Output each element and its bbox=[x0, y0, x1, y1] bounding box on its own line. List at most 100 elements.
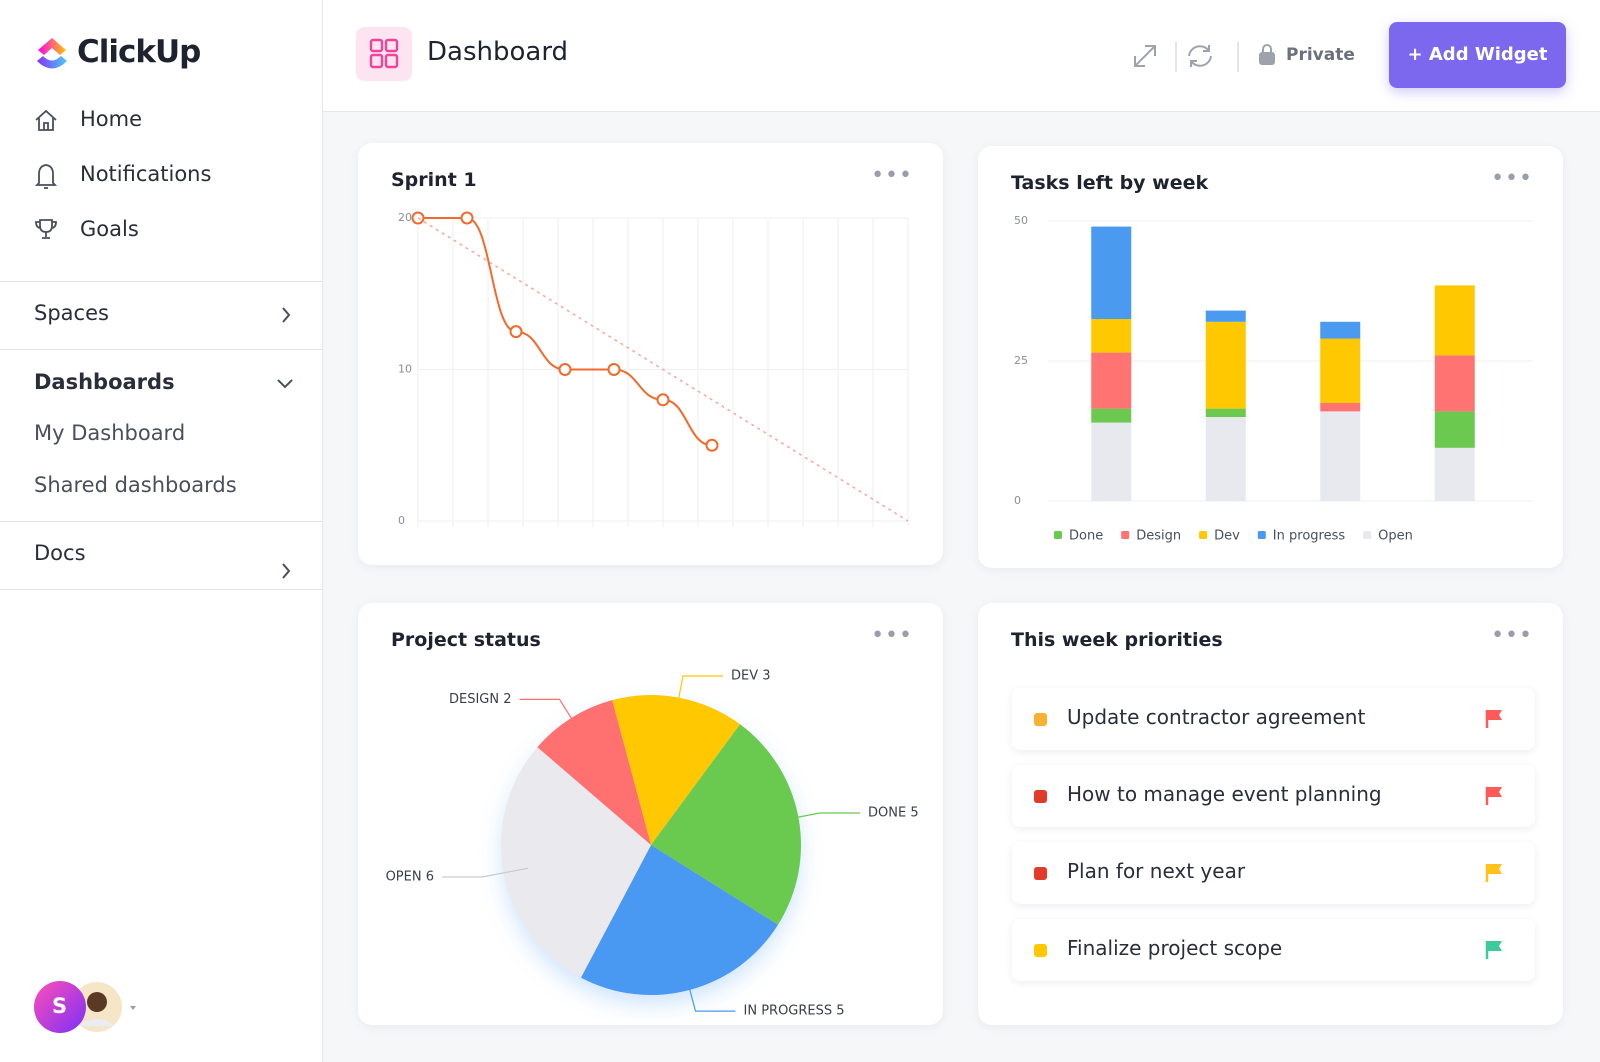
slice-label: DESIGN 2 bbox=[449, 692, 512, 707]
y-tick-label: 0 bbox=[1014, 494, 1021, 507]
card-menu[interactable]: ••• bbox=[871, 623, 913, 648]
bar-segment bbox=[1091, 226, 1132, 319]
add-widget-button[interactable]: + Add Widget bbox=[1389, 22, 1566, 88]
nav-item[interactable]: Notifications bbox=[80, 162, 212, 186]
priorities-card: This week priorities ••• Update contract… bbox=[978, 603, 1563, 1025]
bar-segment bbox=[1434, 285, 1475, 356]
legend-label: Open bbox=[1378, 529, 1413, 544]
priority-flag bbox=[1485, 864, 1502, 882]
leader-line bbox=[773, 812, 861, 823]
chart: 0 10 20 bbox=[398, 211, 909, 527]
bar-segment bbox=[1434, 447, 1475, 501]
card-title: Tasks left by week bbox=[1011, 172, 1209, 194]
pie bbox=[501, 695, 801, 995]
bar-segment bbox=[1091, 408, 1132, 423]
pie-slice bbox=[537, 700, 651, 845]
legend-label: In progress bbox=[1273, 529, 1346, 544]
bar-segment bbox=[1205, 321, 1246, 409]
priority-text: Finalize project scope bbox=[1067, 936, 1283, 960]
tasks-card: 0 25 50 Done Design Dev In progress Open Tasks … bbox=[978, 146, 1563, 568]
logo-text: ClickUp bbox=[77, 34, 201, 70]
card-title: This week priorities bbox=[1011, 629, 1223, 651]
legend-label: Design bbox=[1136, 529, 1181, 544]
bar-segment bbox=[1434, 411, 1475, 448]
point bbox=[509, 325, 523, 339]
pie-slice bbox=[612, 695, 741, 845]
y-tick-label: 0 bbox=[398, 514, 405, 527]
bar-segment bbox=[1320, 338, 1361, 403]
card-menu[interactable]: ••• bbox=[1491, 166, 1533, 191]
pie-slice bbox=[651, 724, 801, 925]
y-tick-label: 25 bbox=[1014, 354, 1028, 367]
series-line bbox=[417, 217, 713, 447]
card-menu[interactable]: ••• bbox=[1491, 623, 1533, 648]
point bbox=[705, 438, 719, 452]
spaces-section[interactable]: Spaces bbox=[34, 301, 109, 325]
project-card: DEV 3 DONE 5 IN PROGRESS 5 OPEN 6 DESIGN 2 P… bbox=[358, 603, 943, 1025]
bar-segment bbox=[1091, 422, 1132, 501]
avatar-initial: S bbox=[52, 994, 68, 1018]
pie-slice bbox=[580, 845, 779, 995]
card-title: Sprint 1 bbox=[391, 169, 477, 191]
bar-segment bbox=[1205, 417, 1246, 501]
point bbox=[460, 211, 474, 225]
chart: DEV 3 DONE 5 IN PROGRESS 5 OPEN 6 DESIGN 2 bbox=[386, 668, 919, 1019]
bar-segment bbox=[1434, 355, 1475, 412]
bar-segment bbox=[1320, 411, 1361, 501]
bar-segment bbox=[1320, 321, 1361, 339]
divider bbox=[0, 521, 322, 522]
leader-line bbox=[441, 867, 529, 878]
bar-segment bbox=[1091, 352, 1132, 409]
priority-row[interactable]: Update contractor agreement bbox=[1012, 688, 1535, 750]
legend-swatch bbox=[1054, 531, 1062, 539]
y-tick-label: 50 bbox=[1014, 214, 1028, 227]
avatars bbox=[34, 981, 136, 1033]
dashboards-section[interactable]: Dashboards bbox=[34, 370, 175, 394]
bar-segment bbox=[1320, 403, 1361, 412]
docs-section[interactable]: Docs bbox=[34, 541, 86, 565]
divider bbox=[0, 589, 322, 590]
logo-icon bbox=[37, 38, 67, 69]
dashboard-link[interactable]: Shared dashboards bbox=[34, 473, 237, 497]
bar-segment bbox=[1205, 310, 1246, 322]
priority-text: How to manage event planning bbox=[1067, 782, 1382, 806]
legend-swatch bbox=[1257, 531, 1266, 539]
dashboard-icon bbox=[356, 27, 412, 81]
priority-row[interactable]: Plan for next year bbox=[1012, 842, 1535, 904]
header-icons bbox=[1134, 42, 1275, 72]
legend-swatch bbox=[1121, 531, 1130, 539]
pie-slice bbox=[501, 747, 651, 978]
divider bbox=[0, 349, 322, 350]
point bbox=[656, 393, 670, 407]
leader-line bbox=[519, 698, 586, 740]
priority-dot bbox=[1034, 790, 1047, 803]
priority-row[interactable]: How to manage event planning bbox=[1012, 765, 1535, 827]
privacy-label[interactable]: Private bbox=[1286, 45, 1355, 65]
priority-text: Update contractor agreement bbox=[1067, 705, 1366, 729]
priority-dot bbox=[1034, 944, 1047, 957]
page-title: Dashboard bbox=[427, 37, 569, 67]
priority-row[interactable]: Finalize project scope bbox=[1012, 919, 1535, 981]
legend-label: Done bbox=[1069, 529, 1103, 544]
priority-flag bbox=[1485, 941, 1502, 959]
priority-text: Plan for next year bbox=[1067, 859, 1246, 883]
point bbox=[558, 363, 572, 376]
chart: 0 25 50 Done Design Dev In progress Open bbox=[1014, 214, 1533, 544]
slice-label: IN PROGRESS 5 bbox=[744, 1004, 845, 1019]
nav-item[interactable]: Goals bbox=[80, 217, 139, 241]
dashboard-link[interactable]: My Dashboard bbox=[34, 421, 186, 445]
nav-item[interactable]: Home bbox=[80, 107, 143, 131]
header: Dashboard Private + Add Widget bbox=[323, 0, 1600, 112]
priority-flag bbox=[1485, 710, 1502, 728]
slice-label: DEV 3 bbox=[731, 668, 771, 683]
y-tick-label: 10 bbox=[398, 363, 412, 376]
legend-label: Dev bbox=[1214, 529, 1240, 544]
sidebar: ClickUp Home Notifications Goals Spaces … bbox=[0, 0, 323, 1062]
slice-label: DONE 5 bbox=[868, 806, 919, 821]
leader-line bbox=[673, 675, 723, 723]
legend-swatch bbox=[1363, 531, 1372, 539]
card-menu[interactable]: ••• bbox=[871, 163, 913, 188]
bar-segment bbox=[1091, 319, 1132, 353]
priority-dot bbox=[1034, 713, 1047, 726]
chevrons bbox=[277, 307, 293, 579]
